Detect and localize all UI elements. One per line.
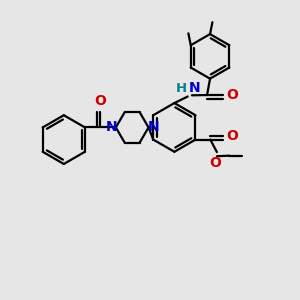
Text: H: H: [176, 82, 187, 95]
Text: N: N: [148, 120, 159, 134]
Text: O: O: [226, 88, 238, 102]
Text: O: O: [94, 94, 106, 108]
Text: O: O: [209, 156, 221, 170]
Text: O: O: [227, 129, 239, 143]
Text: N: N: [105, 120, 117, 134]
Text: N: N: [189, 81, 201, 95]
